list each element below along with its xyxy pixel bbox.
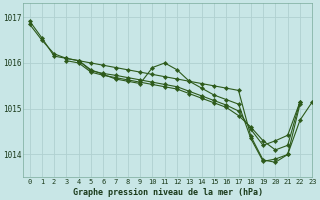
- X-axis label: Graphe pression niveau de la mer (hPa): Graphe pression niveau de la mer (hPa): [73, 188, 263, 197]
